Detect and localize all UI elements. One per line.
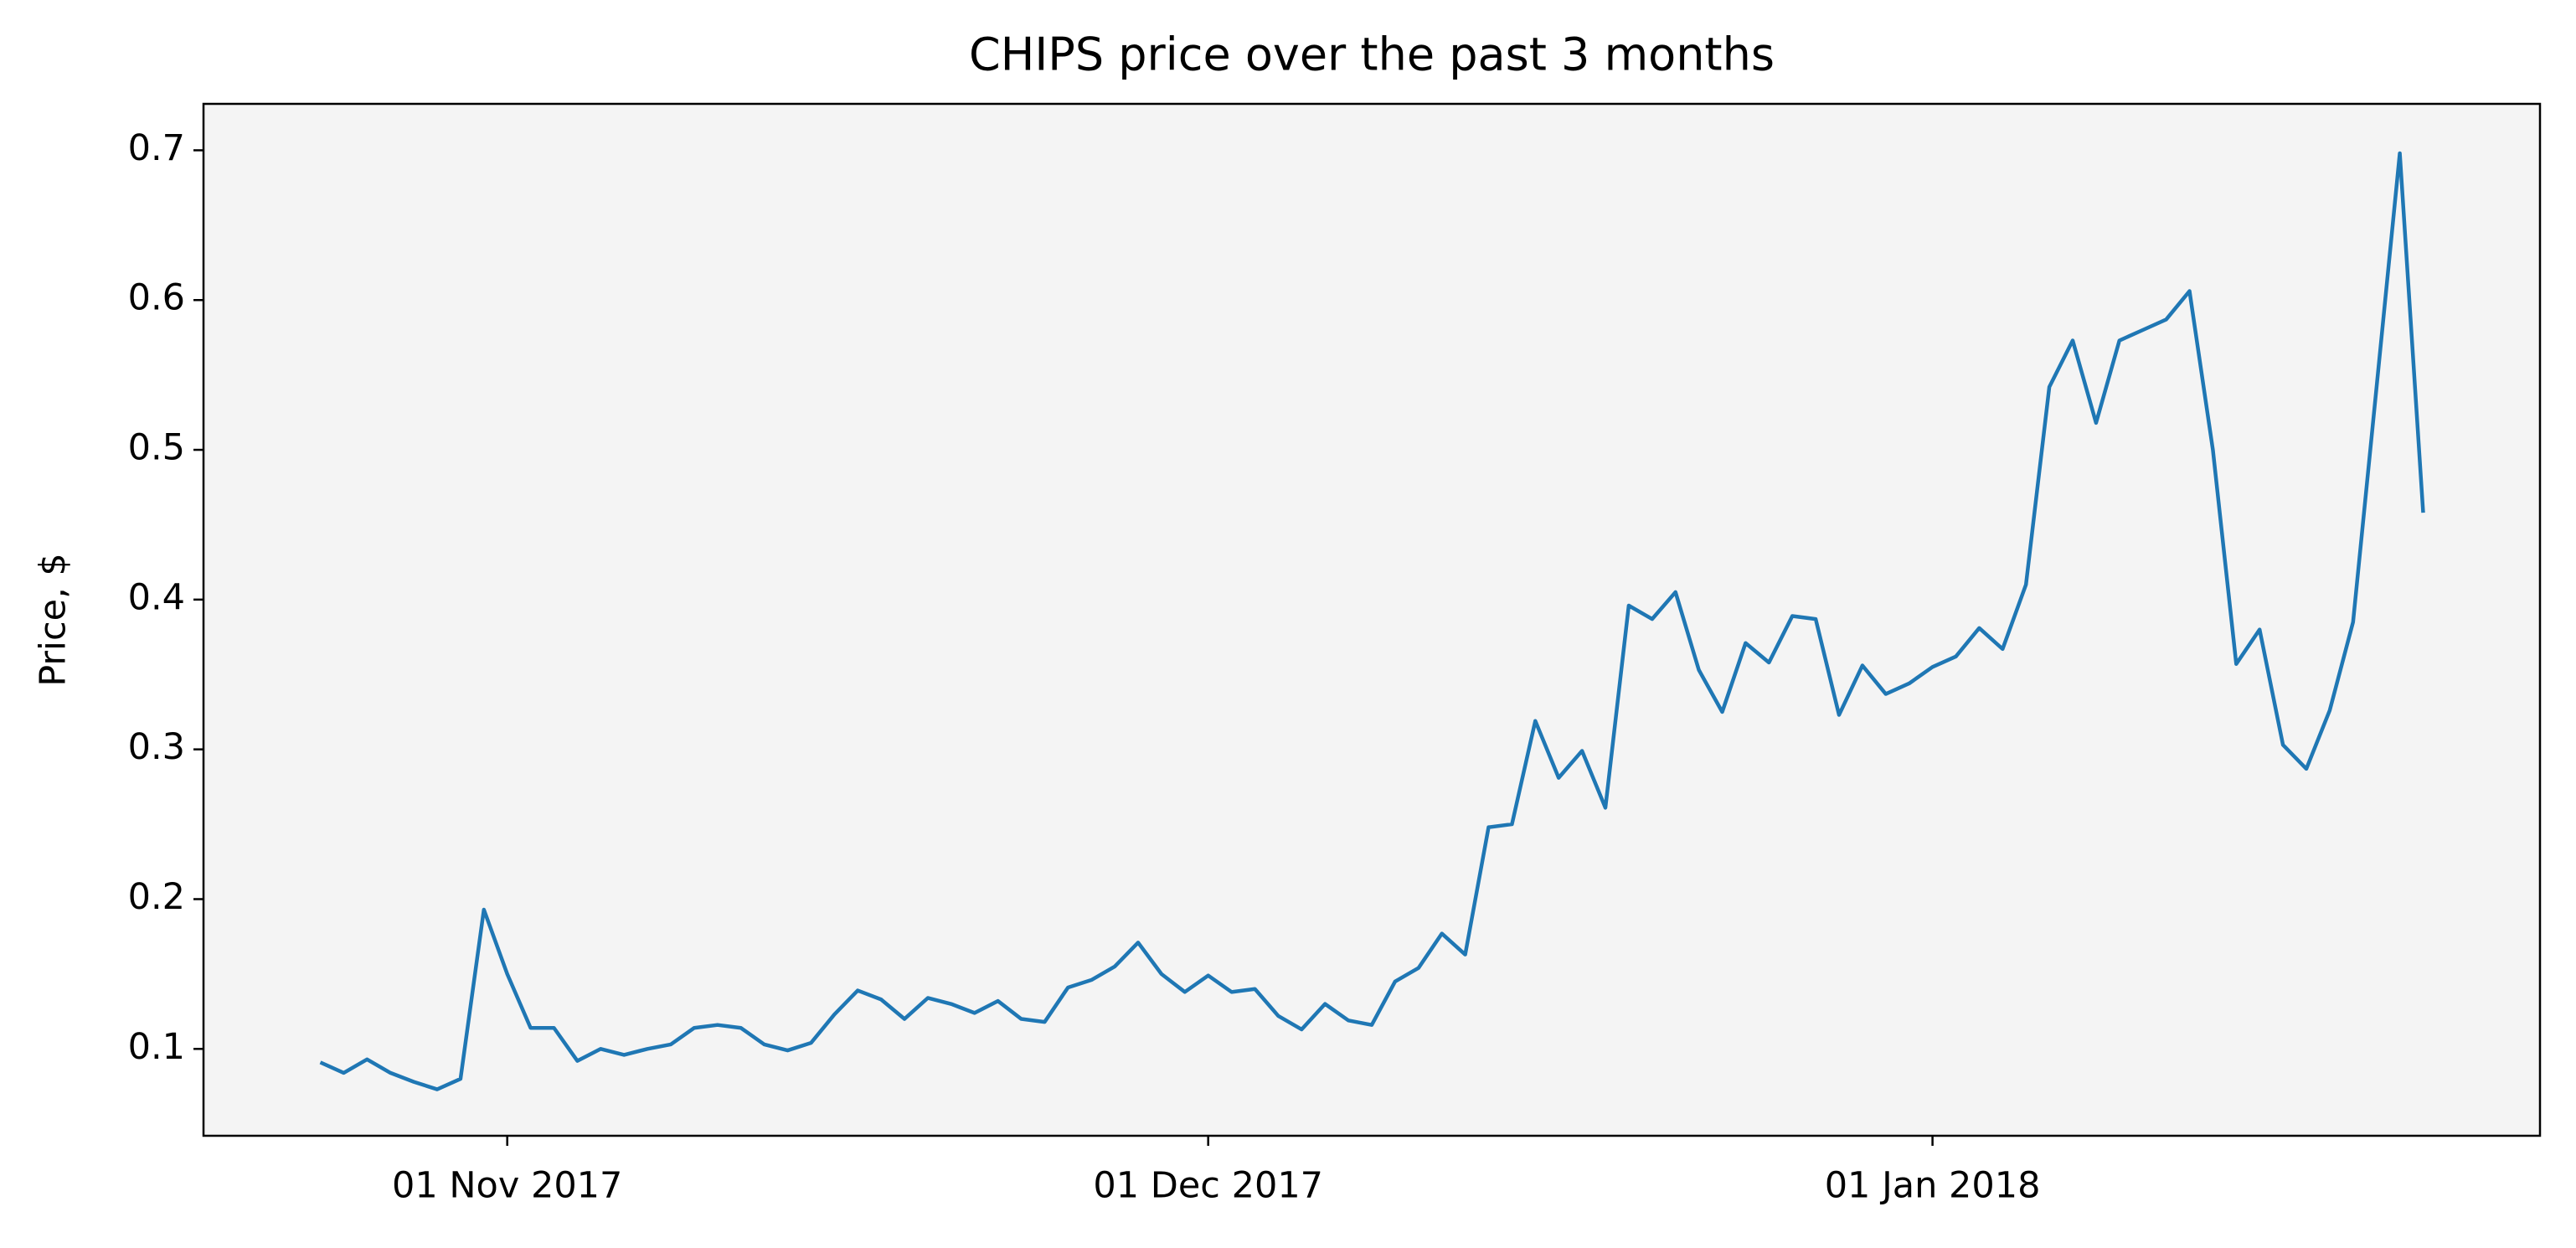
y-axis-label: Price, $ xyxy=(33,553,75,687)
y-tick-label: 0.4 xyxy=(128,576,185,618)
y-tick-label: 0.2 xyxy=(128,876,185,918)
y-tick-label: 0.5 xyxy=(128,427,185,469)
x-tick-label: 01 Dec 2017 xyxy=(1093,1165,1323,1207)
x-tick-label: 01 Jan 2018 xyxy=(1825,1165,2041,1207)
price-line xyxy=(319,151,2425,1091)
plot-frame xyxy=(202,102,2542,1137)
chart-title: CHIPS price over the past 3 months xyxy=(969,28,1775,81)
y-tick-label: 0.7 xyxy=(128,127,185,169)
y-tick-label: 0.3 xyxy=(128,726,185,768)
y-tick-label: 0.6 xyxy=(128,277,185,319)
x-tick-label: 01 Nov 2017 xyxy=(392,1165,622,1207)
plot-background xyxy=(204,104,2540,1136)
y-tick-label: 0.1 xyxy=(128,1026,185,1068)
